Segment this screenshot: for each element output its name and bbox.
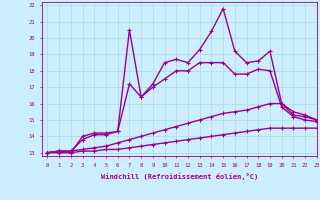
- X-axis label: Windchill (Refroidissement éolien,°C): Windchill (Refroidissement éolien,°C): [100, 174, 258, 181]
